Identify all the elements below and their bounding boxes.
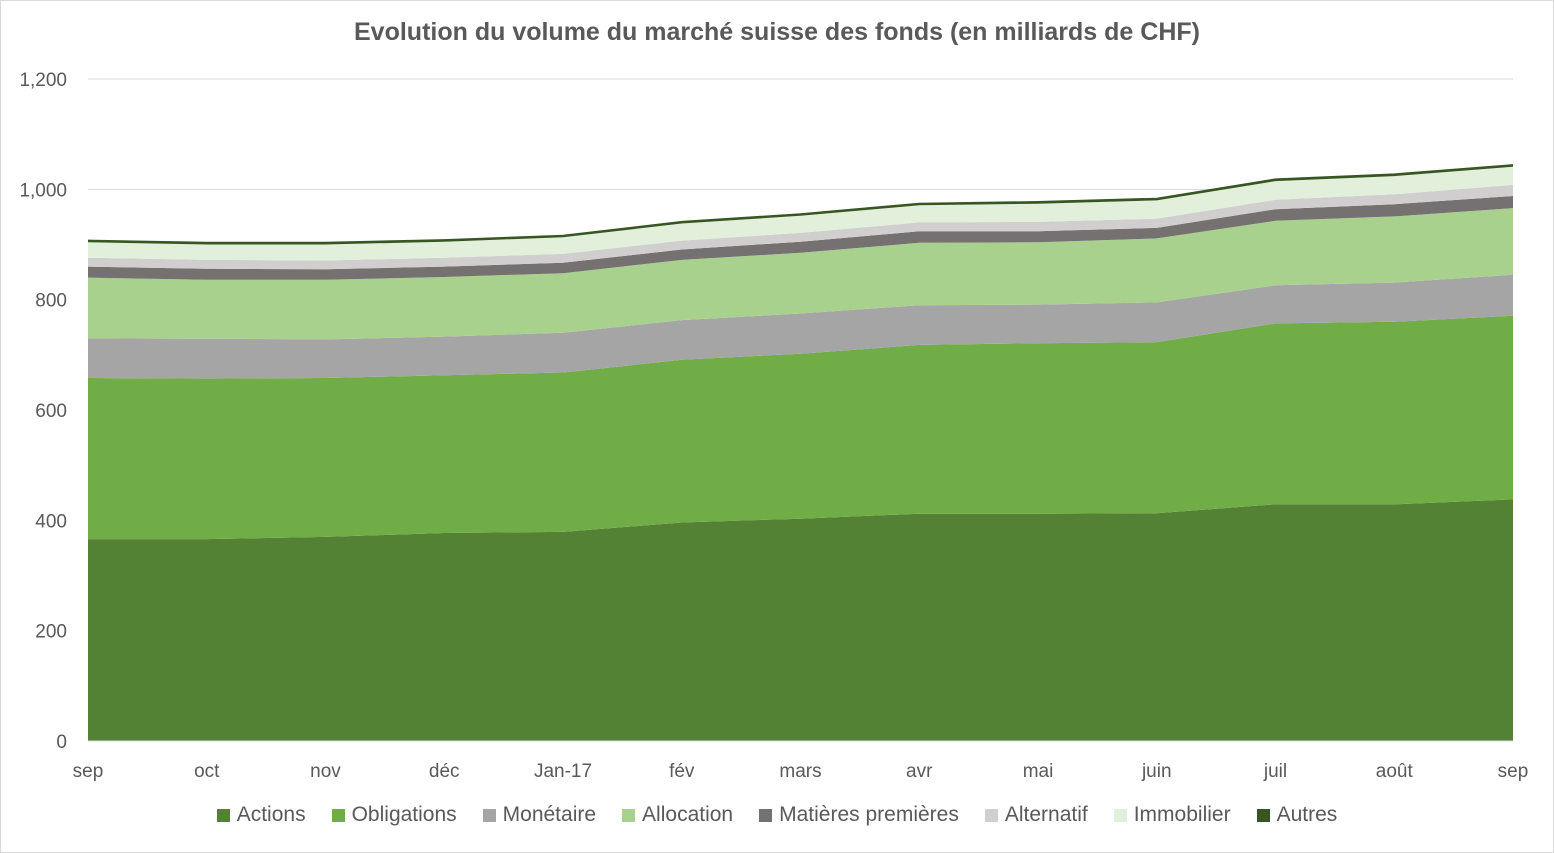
y-tick-label: 0 <box>56 732 67 753</box>
legend-swatch <box>622 808 636 822</box>
chart-title: Evolution du volume du marché suisse des… <box>354 18 1200 46</box>
x-tick-label: nov <box>310 761 341 782</box>
legend-item: Obligations <box>331 803 457 827</box>
legend-item: Allocation <box>622 803 733 827</box>
x-tick-label: oct <box>194 761 220 782</box>
x-tick-label: août <box>1376 761 1414 782</box>
legend-swatch <box>759 808 773 822</box>
x-tick-label: Jan-17 <box>534 761 592 782</box>
y-tick-label: 1,200 <box>19 70 67 91</box>
legend-swatch <box>984 808 998 822</box>
area-series-5 <box>88 184 1513 270</box>
area-series-1 <box>88 315 1513 540</box>
legend-item: Autres <box>1256 803 1338 827</box>
axes: 0 200 400 600 800 1,000 1,200 sep oct nov déc Jan-1… <box>19 70 1528 782</box>
legend-swatch <box>331 808 345 822</box>
legend-label: Actions <box>236 803 306 826</box>
area-series-4 <box>88 196 1513 280</box>
legend-swatch <box>216 808 230 822</box>
legend: Actions Obligations Monétaire Allocation Mat… <box>0 803 1554 827</box>
legend-label: Immobilier <box>1133 803 1231 826</box>
legend-item: Monétaire <box>482 803 597 827</box>
area-series-2 <box>88 274 1513 379</box>
y-tick-label: 200 <box>35 622 67 643</box>
legend-item: Matières premières <box>759 803 959 827</box>
legend-label: Alternatif <box>1004 803 1088 826</box>
area-series-3 <box>88 208 1513 340</box>
stacked-areas <box>87 164 1514 741</box>
legend-swatch <box>1113 808 1127 822</box>
x-tick-label: mai <box>1023 761 1054 782</box>
legend-label: Obligations <box>351 803 457 826</box>
legend-label: Monétaire <box>502 803 597 826</box>
legend-label: Allocation <box>642 803 734 826</box>
x-tick-label: juil <box>1263 761 1287 782</box>
x-tick-label: avr <box>906 761 933 782</box>
area-series-7-edge <box>87 164 1514 244</box>
y-tick-label: 600 <box>35 401 67 422</box>
x-tick-label: sep <box>73 761 104 782</box>
y-tick-label: 400 <box>35 511 67 532</box>
legend-label: Matières premières <box>779 803 959 826</box>
x-tick-label: fév <box>669 761 695 782</box>
legend-item: Actions <box>216 803 306 827</box>
legend-item: Immobilier <box>1113 803 1231 827</box>
legend-swatch <box>1256 808 1270 822</box>
x-tick-label: sep <box>1498 761 1529 782</box>
legend-label: Autres <box>1276 803 1338 826</box>
x-tick-label: mars <box>779 761 821 782</box>
x-tick-label: déc <box>429 761 460 782</box>
y-tick-label: 1,000 <box>19 180 67 201</box>
x-tick-label: juin <box>1141 761 1172 782</box>
legend-swatch <box>482 808 496 822</box>
area-series-6 <box>88 166 1513 261</box>
y-tick-label: 800 <box>35 291 67 312</box>
area-series-0 <box>88 499 1513 741</box>
legend-item: Alternatif <box>984 803 1088 827</box>
